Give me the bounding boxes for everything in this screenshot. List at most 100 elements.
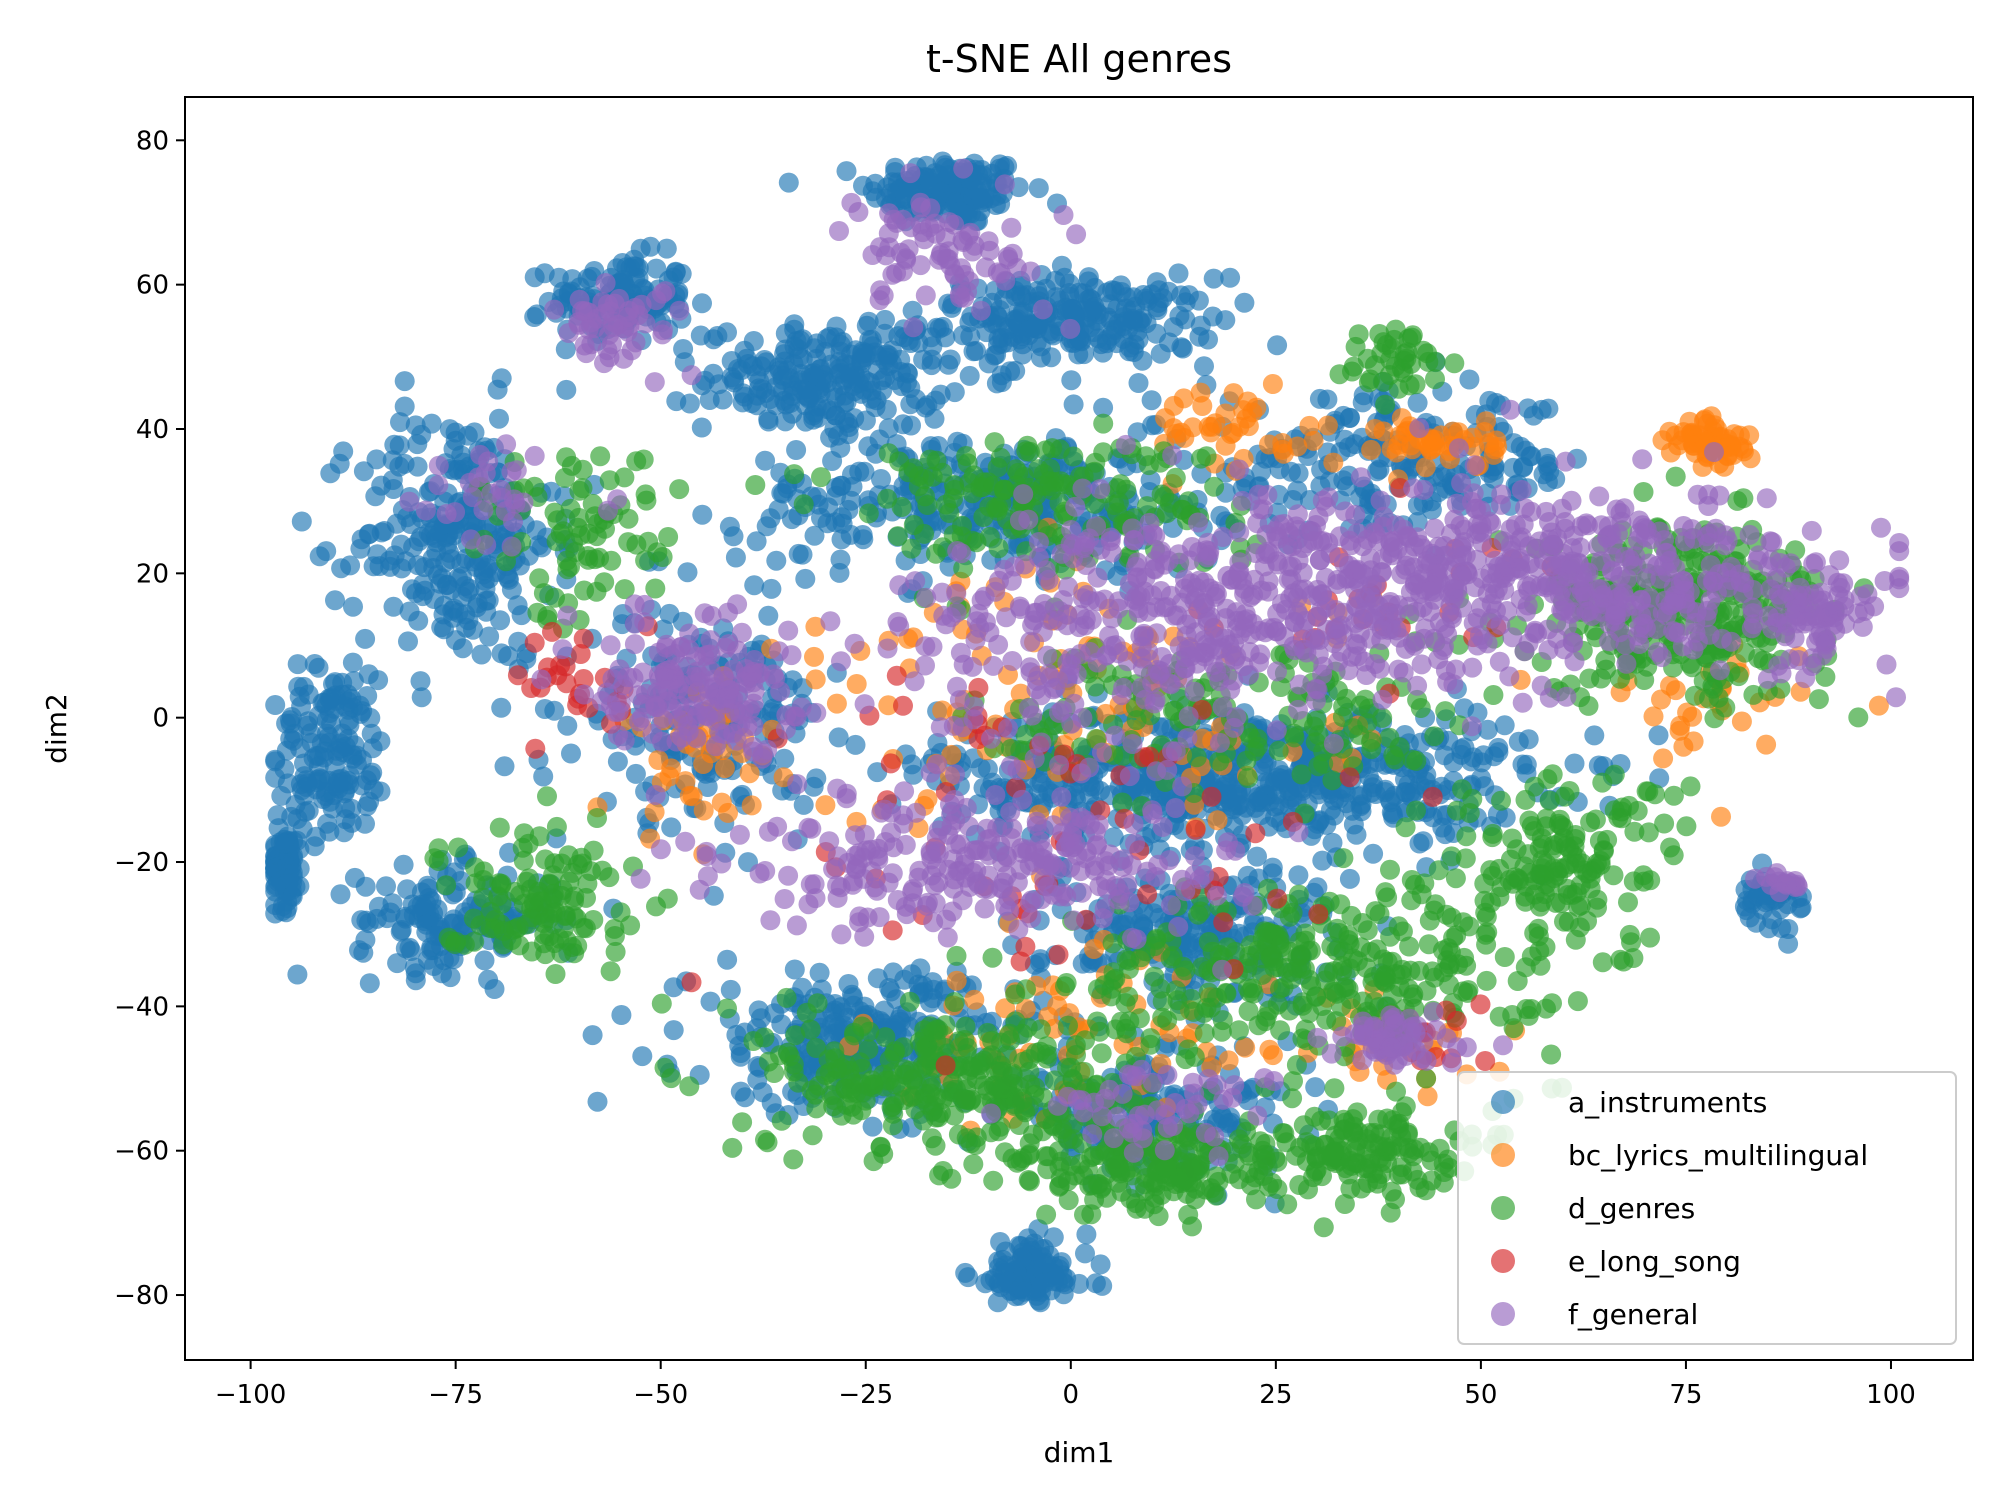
point-d_genres [1217,937,1238,958]
point-bc_lyrics_multilingual [1373,421,1394,442]
point-a_instruments [310,768,330,789]
point-a_instruments [1150,343,1171,364]
point-a_instruments [338,728,359,749]
point-bc_lyrics_multilingual [711,792,732,813]
point-a_instruments [853,529,874,550]
point-a_instruments [370,731,391,752]
point-a_instruments [387,953,408,974]
point-a_instruments [1463,747,1484,768]
point-a_instruments [419,888,439,908]
point-a_instruments [900,394,921,415]
point-d_genres [1366,939,1387,960]
point-bc_lyrics_multilingual [1361,439,1382,460]
point-bc_lyrics_multilingual [1417,1086,1438,1107]
point-a_instruments [325,590,345,611]
point-a_instruments [1479,390,1500,411]
point-a_instruments [443,949,464,970]
point-a_instruments [359,973,380,994]
point-a_instruments [801,384,822,405]
point-a_instruments [1584,725,1605,746]
point-a_instruments [883,962,904,983]
point-a_instruments [811,507,831,528]
point-a_instruments [673,339,694,359]
point-a_instruments [632,1046,653,1067]
point-a_instruments [1335,429,1355,450]
point-bc_lyrics_multilingual [846,674,867,694]
point-a_instruments [335,809,356,830]
point-d_genres [1418,934,1439,955]
point-d_genres [679,1076,700,1097]
point-a_instruments [730,1046,751,1067]
point-a_instruments [825,994,845,1014]
point-d_genres [1422,961,1443,982]
point-a_instruments [534,699,555,719]
point-a_instruments [437,534,458,555]
point-a_instruments [1247,846,1267,867]
point-a_instruments [1036,278,1056,299]
point-a_instruments [1359,754,1380,774]
point-a_instruments [491,697,512,718]
point-a_instruments [855,410,876,431]
point-bc_lyrics_multilingual [946,970,967,991]
point-a_instruments [1188,290,1209,311]
point-a_instruments [359,791,380,812]
point-a_instruments [1269,795,1290,816]
point-a_instruments [703,329,724,350]
point-a_instruments [721,351,742,371]
point-a_instruments [342,652,363,673]
point-bc_lyrics_multilingual [648,750,669,770]
point-d_genres [831,1058,852,1079]
point-a_instruments [265,695,286,715]
point-d_genres [1340,989,1361,1010]
point-bc_lyrics_multilingual [1237,391,1258,412]
point-a_instruments [362,762,383,783]
point-d_genres [1324,1078,1345,1099]
point-d_genres [1439,974,1460,995]
point-a_instruments [1035,1252,1056,1273]
point-d_genres [870,1136,891,1157]
point-a_instruments [321,713,342,734]
point-d_genres [1286,1055,1307,1075]
point-bc_lyrics_multilingual [1665,425,1686,446]
point-a_instruments [666,391,687,412]
point-a_instruments [1063,394,1084,415]
point-a_instruments [944,382,965,403]
point-d_genres [1375,972,1396,993]
point-a_instruments [1435,824,1456,845]
point-d_genres [805,1084,826,1105]
point-a_instruments [471,644,492,665]
point-d_genres [1012,1023,1033,1044]
point-a_instruments [755,450,776,471]
point-d_genres [1440,942,1461,963]
point-a_instruments [1079,784,1100,805]
point-d_genres [1727,490,1748,511]
point-d_genres [764,1063,785,1083]
point-a_instruments [692,504,713,525]
point-a_instruments [380,556,401,577]
point-a_instruments [771,482,792,503]
point-a_instruments [1103,827,1124,848]
point-d_genres [1255,1011,1276,1032]
point-a_instruments [921,349,942,370]
point-a_instruments [1346,824,1367,845]
point-a_instruments [1203,268,1224,289]
point-a_instruments [994,157,1015,178]
point-bc_lyrics_multilingual [1166,423,1187,444]
point-a_instruments [350,538,371,559]
point-a_instruments [910,958,931,979]
point-a_instruments [272,901,293,921]
point-a_instruments [1024,1233,1045,1254]
point-a_instruments [935,327,956,348]
point-a_instruments [732,392,753,413]
point-a_instruments [817,372,838,393]
point-a_instruments [1538,398,1559,419]
point-a_instruments [720,979,741,1000]
point-d_genres [1445,868,1466,889]
point-d_genres [1267,994,1288,1015]
point-a_instruments [717,949,738,970]
point-bc_lyrics_multilingual [964,989,985,1010]
point-d_genres [1542,993,1562,1014]
point-a_instruments [1202,306,1223,327]
point-a_instruments [1245,797,1266,818]
point-a_instruments [784,959,805,980]
